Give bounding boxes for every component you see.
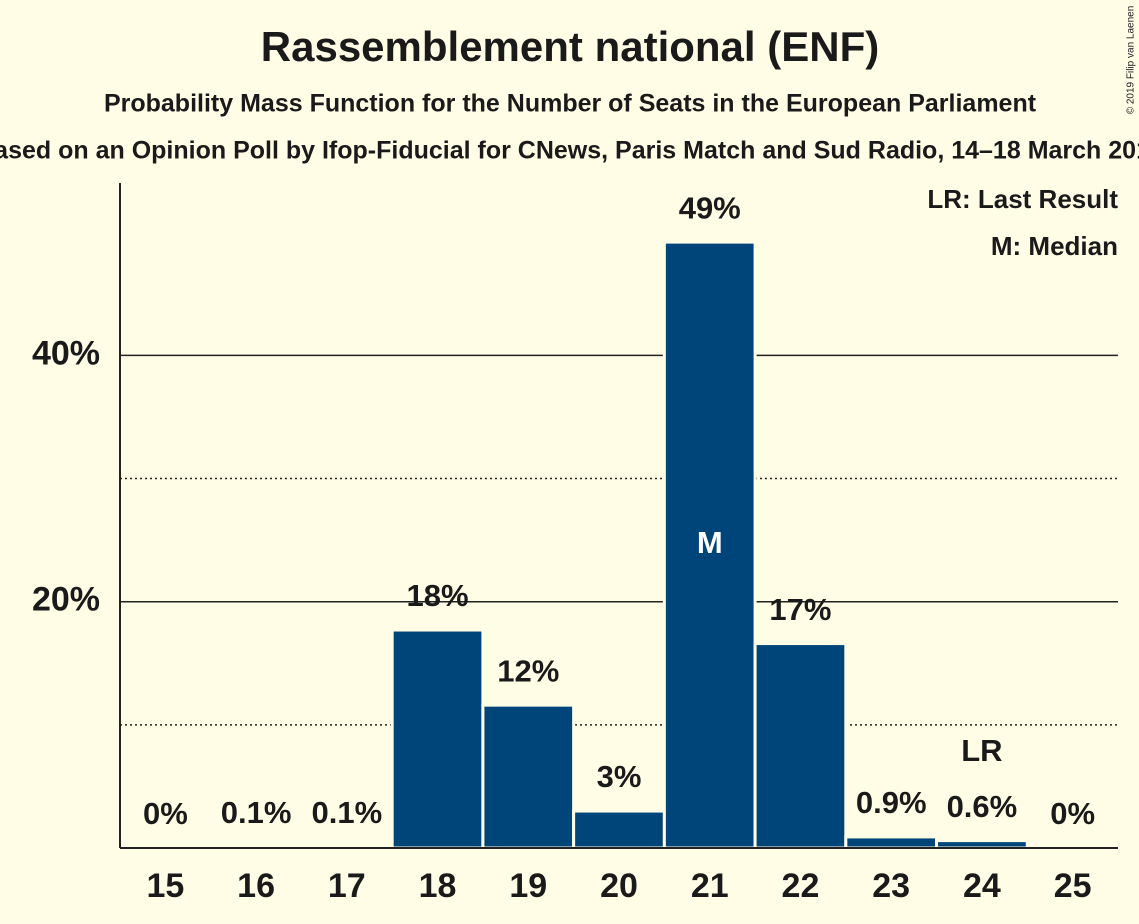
chart-title: Rassemblement national (ENF) <box>261 23 879 70</box>
value-label: 3% <box>597 759 642 794</box>
x-tick-label: 24 <box>963 867 1001 905</box>
bar <box>935 839 1029 850</box>
median-marker: M <box>697 525 723 560</box>
chart-subtitle: Probability Mass Function for the Number… <box>104 90 1037 118</box>
value-label: 0.1% <box>311 795 382 830</box>
x-tick-label: 18 <box>419 867 457 905</box>
bar <box>481 703 576 850</box>
last-result-marker: LR <box>961 733 1002 768</box>
bar <box>572 809 666 850</box>
legend-entry: LR: Last Result <box>927 184 1118 214</box>
value-label: 49% <box>679 190 741 225</box>
x-tick-label: 17 <box>328 867 366 905</box>
y-tick-label: 20% <box>32 581 100 619</box>
value-label: 12% <box>497 653 559 688</box>
x-tick-label: 16 <box>237 867 275 905</box>
value-label: 0.9% <box>856 785 927 820</box>
y-tick-label: 40% <box>32 334 100 372</box>
x-tick-label: 21 <box>691 867 729 905</box>
value-label: 0% <box>143 796 188 831</box>
bar <box>753 642 848 850</box>
value-label: 0.6% <box>947 789 1018 824</box>
value-label: 18% <box>407 578 469 613</box>
value-label: 17% <box>769 592 831 627</box>
x-tick-label: 23 <box>872 867 910 905</box>
x-tick-label: 25 <box>1054 867 1092 905</box>
copyright: © 2019 Filip van Laenen <box>1126 6 1137 115</box>
bar <box>844 835 939 850</box>
chart-source: Based on an Opinion Poll by Ifop-Fiducia… <box>0 137 1139 165</box>
x-tick-label: 19 <box>509 867 547 905</box>
value-label: 0% <box>1050 796 1095 831</box>
legend-entry: M: Median <box>991 231 1118 261</box>
bar <box>390 628 485 850</box>
x-tick-label: 20 <box>600 867 638 905</box>
x-tick-label: 15 <box>146 867 184 905</box>
x-tick-label: 22 <box>782 867 820 905</box>
value-label: 0.1% <box>221 795 292 830</box>
